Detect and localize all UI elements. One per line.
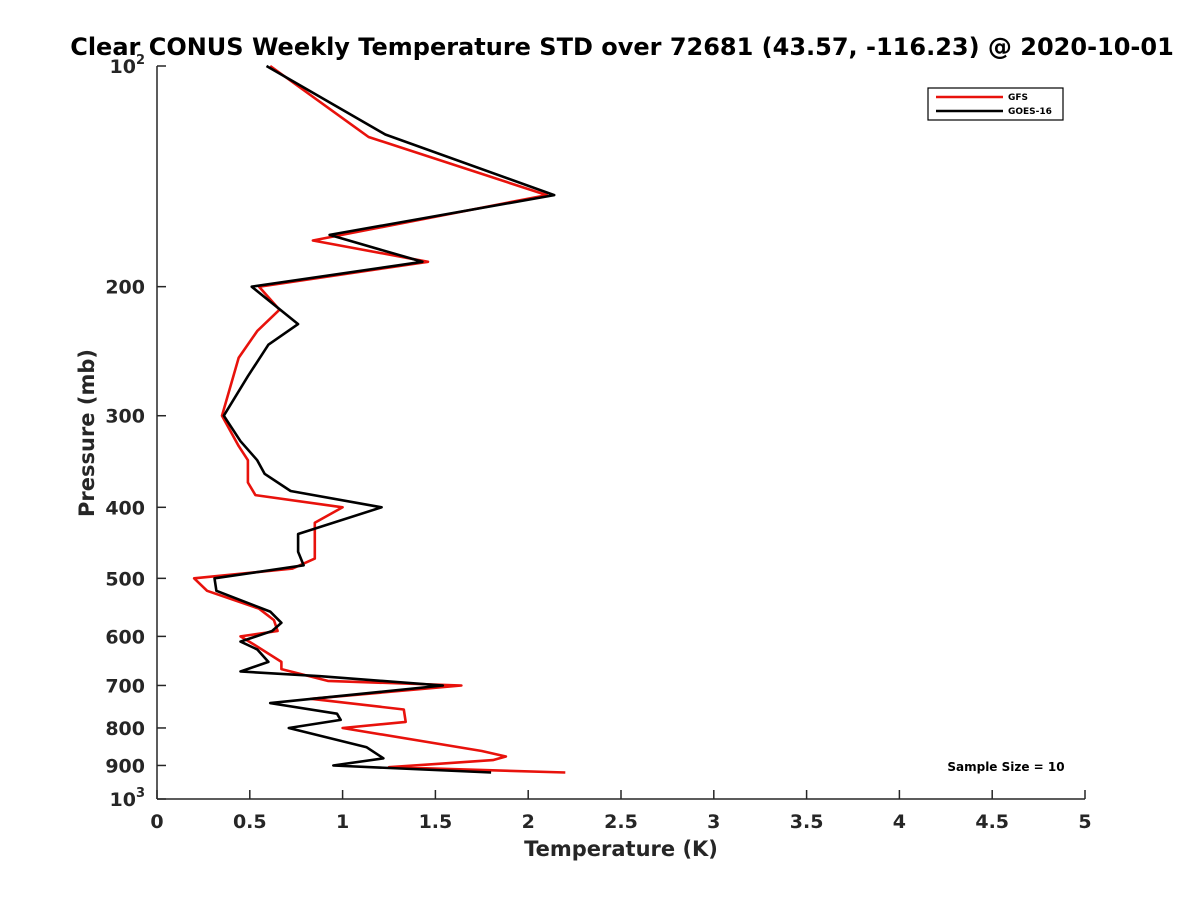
legend: GFS GOES-16 (927, 87, 1064, 121)
y-tick-label: 500 (105, 568, 145, 590)
x-tick-label: 2 (522, 811, 535, 833)
series-line-gfs (192, 64, 566, 774)
x-tick-label: 4 (893, 811, 906, 833)
x-tick-label: 0.5 (233, 811, 267, 833)
x-axis-ticks: 0 0.5 1 1.5 2 2.5 3 3.5 4 4.5 5 (150, 790, 1092, 833)
sample-size-annotation: Sample Size = 10 (947, 760, 1064, 774)
y-tick-label: 102 (110, 53, 146, 78)
y-tick-label: 700 (105, 675, 145, 697)
x-tick-label: 4.5 (975, 811, 1009, 833)
x-axis-label: Temperature (K) (524, 837, 718, 861)
x-tick-label: 3.5 (790, 811, 824, 833)
x-tick-label: 0 (150, 811, 163, 833)
chart-title: Clear CONUS Weekly Temperature STD over … (70, 33, 1174, 61)
y-tick-label: 200 (105, 277, 145, 299)
series-lines (192, 64, 566, 774)
series-line-goes16 (213, 64, 556, 774)
x-tick-label: 5 (1078, 811, 1091, 833)
y-tick-exponent: 3 (136, 786, 145, 801)
y-tick-label: 900 (105, 755, 145, 777)
y-tick-exponent: 2 (136, 53, 145, 68)
y-axis-label: Pressure (mb) (75, 349, 99, 517)
x-tick-label: 1 (336, 811, 349, 833)
y-tick-base: 10 (110, 56, 136, 78)
plot-axes (156, 66, 1085, 800)
legend-label-gfs: GFS (1008, 93, 1028, 103)
y-tick-label: 800 (105, 718, 145, 740)
x-tick-label: 1.5 (419, 811, 453, 833)
y-tick-label: 600 (105, 626, 145, 648)
legend-label-goes16: GOES-16 (1008, 107, 1052, 117)
y-tick-base: 10 (110, 789, 136, 811)
y-tick-label: 300 (105, 406, 145, 428)
y-tick-label: 103 (110, 786, 146, 811)
x-tick-label: 2.5 (604, 811, 638, 833)
y-tick-label: 400 (105, 497, 145, 519)
legend-box (927, 87, 1064, 121)
x-tick-label: 3 (707, 811, 720, 833)
